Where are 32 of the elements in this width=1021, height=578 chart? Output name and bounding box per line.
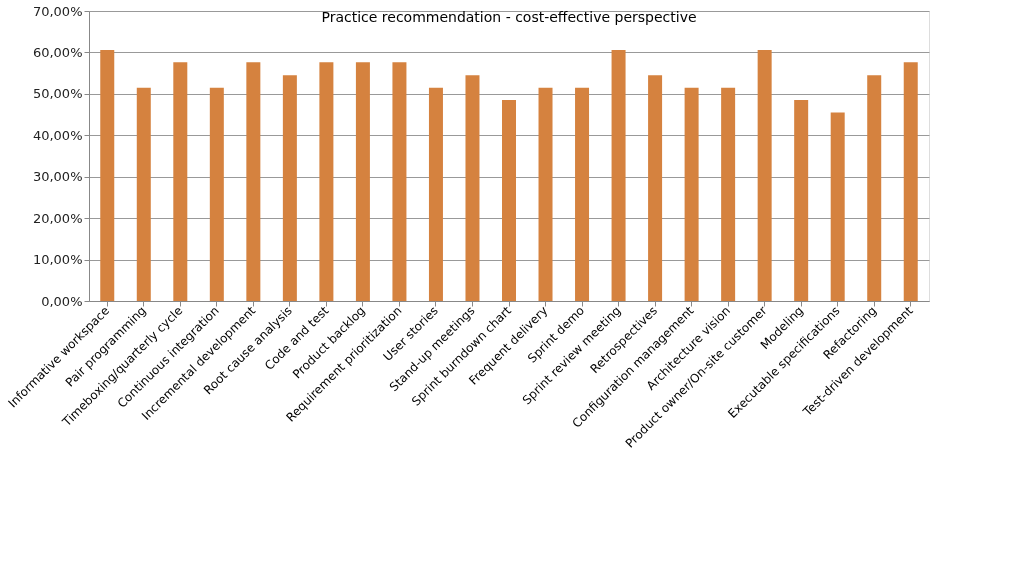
y-tick-label: 50,00% <box>32 86 83 102</box>
bar <box>721 87 736 301</box>
bar <box>903 62 918 301</box>
bar <box>794 100 809 301</box>
y-tick-label: 40,00% <box>32 127 83 143</box>
bar <box>502 100 516 301</box>
bar <box>282 75 297 301</box>
bar <box>100 49 115 301</box>
bar <box>209 87 224 301</box>
bar <box>830 112 845 301</box>
bar <box>319 62 334 301</box>
y-tick-label: 20,00% <box>32 210 83 226</box>
bar <box>173 62 188 301</box>
bar <box>684 87 699 301</box>
bar <box>355 62 370 301</box>
bar <box>246 62 261 301</box>
y-tick-label: 70,00% <box>32 3 83 19</box>
bar <box>757 49 772 301</box>
bar <box>575 87 590 301</box>
bar <box>136 87 151 301</box>
bar <box>392 62 407 301</box>
y-tick-label: 10,00% <box>32 252 83 268</box>
chart-title: Practice recommendation - cost-effective perspective <box>321 9 697 25</box>
y-tick-label: 0,00% <box>41 293 83 309</box>
bar <box>538 87 553 301</box>
y-tick-label: 30,00% <box>32 169 83 185</box>
bar <box>611 49 626 301</box>
bar <box>428 87 443 301</box>
bar <box>867 75 882 301</box>
bar <box>465 75 480 301</box>
y-tick-label: 60,00% <box>32 44 83 60</box>
bar <box>648 75 663 301</box>
